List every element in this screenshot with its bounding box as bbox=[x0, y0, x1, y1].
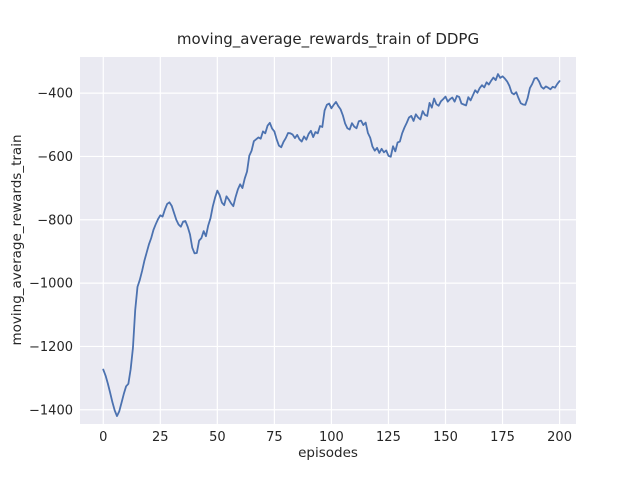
x-tick-label: 75 bbox=[266, 430, 283, 445]
x-tick-label: 100 bbox=[319, 430, 344, 445]
y-tick-label: −600 bbox=[37, 150, 73, 165]
x-tick-label: 150 bbox=[433, 430, 458, 445]
y-tick-label: −1000 bbox=[29, 277, 73, 292]
x-tick-label: 0 bbox=[99, 430, 107, 445]
y-tick-label: −1400 bbox=[29, 403, 73, 418]
y-tick-label: −1200 bbox=[29, 340, 73, 355]
chart-title: moving_average_rewards_train of DDPG bbox=[176, 30, 480, 48]
y-tick-label: −800 bbox=[37, 213, 73, 228]
y-axis-label: moving_average_rewards_train bbox=[9, 134, 25, 346]
x-tick-label: 50 bbox=[209, 430, 226, 445]
x-tick-label: 175 bbox=[490, 430, 515, 445]
x-tick-label: 125 bbox=[376, 430, 401, 445]
x-tick-label: 200 bbox=[547, 430, 572, 445]
plot-background bbox=[80, 57, 576, 424]
y-tick-label: −400 bbox=[37, 87, 73, 102]
x-tick-label: 25 bbox=[152, 430, 169, 445]
data-line bbox=[102, 73, 561, 417]
x-axis-label: episodes bbox=[298, 445, 358, 461]
